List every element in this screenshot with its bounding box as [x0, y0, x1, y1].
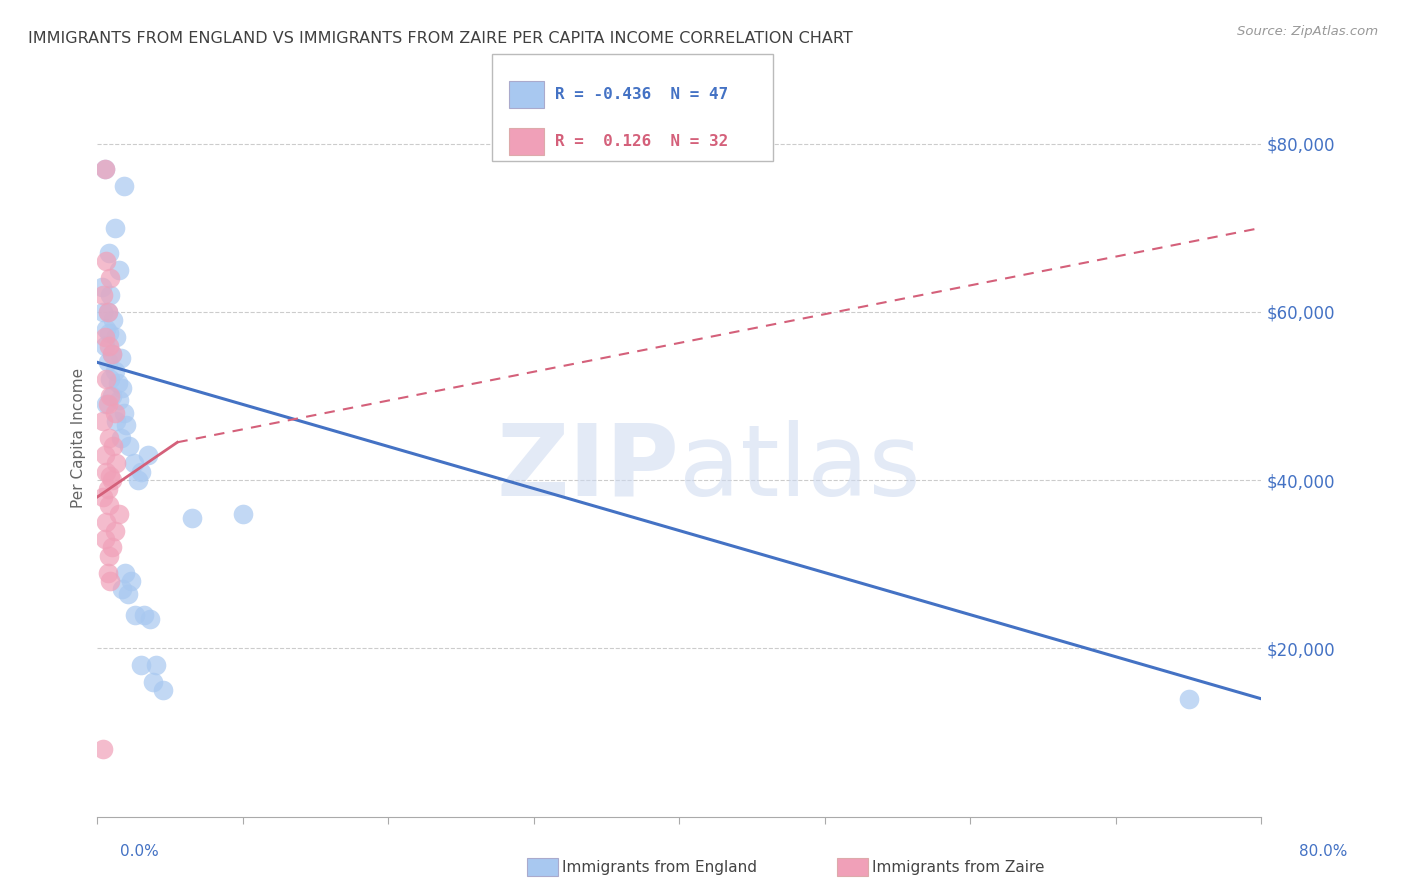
Point: [91, 490, 114, 504]
Point: [91, 414, 114, 428]
Point: [127, 473, 149, 487]
Point: [111, 582, 134, 597]
Point: [107, 376, 129, 391]
Point: [138, 612, 160, 626]
Point: [101, 541, 124, 555]
Point: [100, 372, 122, 386]
Point: [142, 675, 165, 690]
Point: [108, 507, 131, 521]
Point: [136, 448, 159, 462]
Point: [93, 161, 115, 176]
Point: [108, 393, 131, 408]
Point: [118, 440, 141, 454]
Point: [120, 574, 142, 588]
Point: [117, 587, 139, 601]
Point: [111, 381, 134, 395]
Point: [101, 347, 124, 361]
Point: [112, 178, 135, 193]
Text: ZIP: ZIP: [496, 420, 679, 516]
Point: [94, 372, 117, 386]
Point: [105, 330, 128, 344]
Point: [98, 499, 121, 513]
Point: [96, 355, 118, 369]
Point: [94, 515, 117, 529]
Point: [93, 532, 115, 546]
Point: [100, 389, 122, 403]
Point: [98, 549, 121, 563]
Text: 0.0%: 0.0%: [120, 845, 159, 859]
Point: [103, 313, 125, 327]
Point: [94, 254, 117, 268]
Point: [91, 288, 114, 302]
Point: [114, 566, 136, 580]
Point: [100, 574, 122, 588]
Point: [96, 566, 118, 580]
Point: [115, 418, 138, 433]
Point: [108, 263, 131, 277]
Text: Source: ZipAtlas.com: Source: ZipAtlas.com: [1237, 25, 1378, 38]
Point: [91, 742, 114, 756]
Point: [124, 607, 146, 622]
Text: atlas: atlas: [679, 420, 921, 516]
Point: [96, 305, 118, 319]
Point: [94, 322, 117, 336]
Point: [129, 658, 152, 673]
Point: [152, 683, 174, 698]
Point: [94, 465, 117, 479]
Point: [93, 161, 115, 176]
Point: [145, 658, 167, 673]
Point: [93, 338, 115, 352]
Point: [181, 511, 204, 525]
Point: [98, 326, 121, 340]
Point: [1177, 691, 1199, 706]
Point: [93, 330, 115, 344]
Text: IMMIGRANTS FROM ENGLAND VS IMMIGRANTS FROM ZAIRE PER CAPITA INCOME CORRELATION C: IMMIGRANTS FROM ENGLAND VS IMMIGRANTS FR…: [28, 31, 853, 46]
Text: 80.0%: 80.0%: [1299, 845, 1347, 859]
Point: [98, 338, 121, 352]
Point: [96, 305, 118, 319]
Point: [100, 288, 122, 302]
Point: [103, 440, 125, 454]
Point: [132, 607, 155, 622]
Point: [101, 347, 124, 361]
Point: [104, 364, 127, 378]
Text: Immigrants from Zaire: Immigrants from Zaire: [872, 860, 1045, 874]
Point: [100, 271, 122, 285]
Point: [90, 279, 112, 293]
Point: [98, 431, 121, 445]
Y-axis label: Per Capita Income: Per Capita Income: [72, 368, 86, 508]
Text: R = -0.436  N = 47: R = -0.436 N = 47: [555, 87, 728, 102]
Point: [104, 406, 127, 420]
Point: [104, 524, 127, 538]
Point: [105, 414, 128, 428]
Text: R =  0.126  N = 32: R = 0.126 N = 32: [555, 134, 728, 149]
Point: [94, 397, 117, 411]
Point: [91, 305, 114, 319]
Point: [93, 448, 115, 462]
Point: [105, 456, 128, 470]
Text: Immigrants from England: Immigrants from England: [562, 860, 758, 874]
Point: [122, 456, 145, 470]
Point: [96, 482, 118, 496]
Point: [101, 473, 124, 487]
Point: [101, 389, 124, 403]
Point: [96, 397, 118, 411]
Point: [110, 351, 132, 366]
Point: [104, 220, 127, 235]
Point: [112, 406, 135, 420]
Point: [98, 246, 121, 260]
Point: [129, 465, 152, 479]
Point: [232, 507, 254, 521]
Point: [100, 469, 122, 483]
Point: [110, 431, 132, 445]
